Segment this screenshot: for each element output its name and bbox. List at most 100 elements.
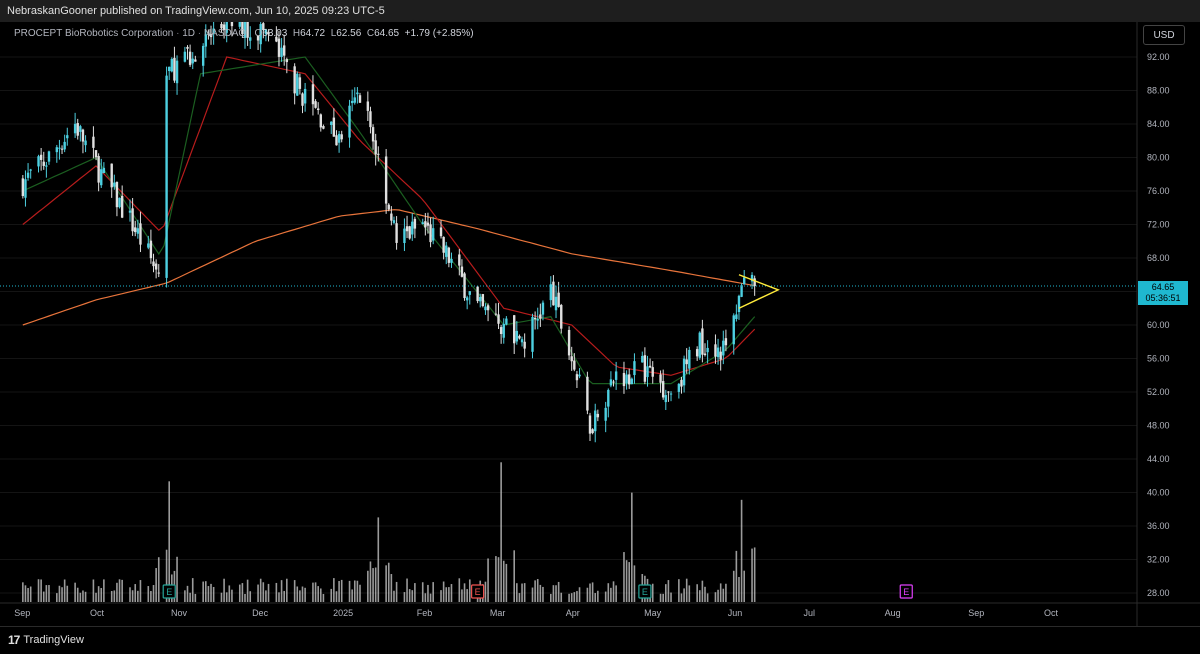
volume-bar [330,588,333,602]
price-chart[interactable]: E E E E 92.00 88.00 84.00 80.00 76.00 72.00 68.00… [0,22,1200,626]
candle-body [301,93,304,106]
volume-bar [74,582,76,602]
candle-body [541,302,545,315]
candle-body [552,281,555,306]
candle-body [204,34,207,47]
volume-bar [623,552,625,602]
candle-body [296,73,299,96]
candle-body [136,228,140,234]
candle-body [481,294,485,307]
candle-body [567,329,571,356]
bottom-bar [0,626,1200,654]
candle-body [424,221,427,228]
volume-bar [210,583,212,602]
earnings-marker-label: E [642,587,648,597]
volume-bar [45,585,48,602]
open-value: 63.03 [262,28,288,39]
candle-body [714,344,717,357]
volume-bar [555,585,557,602]
candle-body [539,314,542,319]
candle-body [536,319,539,321]
x-tick-label: Aug [885,608,901,618]
high-label: H [292,28,301,39]
volume-bar [591,582,594,602]
volume-bar [414,583,416,602]
volume-bar [283,590,286,602]
candle-body [533,317,537,320]
time-axis[interactable]: Sep Oct Nov Dec 2025 Feb Mar Apr May Jun Jul Aug Sep… [14,608,1058,618]
earnings-marker-label: E [166,587,172,597]
volume-bar [722,588,725,602]
candle-body [26,172,30,178]
earnings-marker[interactable]: E [471,584,485,599]
volume-bar [155,568,157,602]
candle-body [157,272,160,274]
volume-bar [484,581,487,602]
earnings-marker[interactable]: E [162,584,176,599]
tradingview-logo[interactable]: 17 TradingView [8,633,84,647]
volume-bar [395,581,398,602]
volume-bar [448,587,450,602]
candle-body [460,266,464,277]
volume-bar [63,579,66,602]
candle-body [497,314,500,324]
volume-bar [683,588,685,602]
volume-bar [604,591,607,602]
candle-body [340,134,343,140]
volume-bar [667,580,670,602]
volume-bar [207,586,210,602]
candle-body [740,285,743,297]
volume-bar [628,562,631,602]
candle-body [201,45,205,66]
x-tick-label: Jun [728,608,743,618]
triangle-pattern-drawing[interactable] [738,274,780,309]
volume-bar [113,590,116,602]
candle-body [369,111,372,128]
volume-bar [37,579,40,602]
candle-body [594,410,597,432]
exchange: NASDAQ [203,28,247,39]
x-tick-label: Mar [490,608,506,618]
tradingview-mark-icon: 17 [8,633,20,647]
candle-body [669,393,673,395]
volume-bar [594,593,597,602]
candle-body [703,353,707,355]
volume-bar [442,581,445,602]
candle-body [411,221,414,235]
volume-bar [353,580,356,602]
volume-bar [191,578,194,602]
price-axis[interactable]: 92.0088.0084.0080.0076.0072.0068.0064.00… [1147,52,1170,598]
candle-body [395,223,398,243]
y-tick-label: 60.00 [1147,320,1170,330]
volume-bar [542,586,544,602]
volume-bar [631,492,633,602]
volume-bar [390,574,393,602]
volume-bar [338,580,340,602]
volume-bar [706,593,709,602]
candle-body [643,355,647,382]
currency-button[interactable]: USD [1143,25,1185,45]
volume-bar [76,587,79,602]
volume-bar [134,584,137,602]
close-label: C [366,28,375,39]
candle-body [337,133,341,143]
candle-body [377,153,380,155]
volume-bar [531,587,534,602]
volume-bar [408,589,411,602]
earnings-marker[interactable]: E [638,584,652,599]
candle-body [465,297,469,301]
volume-bar [359,584,361,602]
candle-body [188,51,192,65]
candle-body [413,218,417,229]
volume-bar [552,585,555,602]
volume-bar [265,590,267,602]
candle-body [316,108,320,111]
volume-bar [578,587,581,602]
volume-bar [110,590,113,602]
volume-bar [549,593,552,602]
last-price-value: 64.65 [1151,282,1175,292]
earnings-marker[interactable]: E [899,584,913,599]
volume-bar [753,547,756,602]
volume-bar [427,584,429,602]
